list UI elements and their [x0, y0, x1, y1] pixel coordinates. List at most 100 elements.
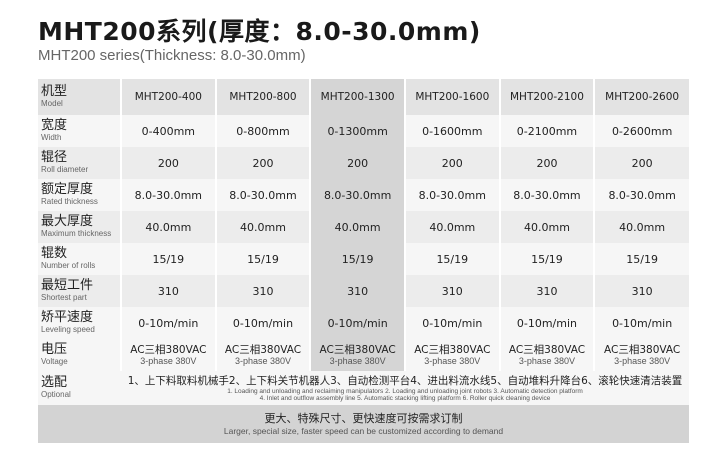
- voltage-cn: AC三相380VAC: [604, 344, 681, 356]
- value-cell: 40.0mm: [214, 211, 311, 243]
- model-cell: MHT200-2600: [593, 79, 689, 115]
- row-label: 最大厚度 Maximum thickness: [38, 211, 121, 243]
- table-row: 最短工件 Shortest part 310 310 310 310 310 310: [38, 275, 689, 307]
- value-cell: 0-800mm: [214, 115, 311, 147]
- voltage-cn: AC三相380VAC: [224, 344, 302, 356]
- row-label: 最短工件 Shortest part: [38, 275, 121, 307]
- voltage-cell: AC三相380VAC 3-phase 380V: [214, 339, 311, 371]
- model-cell: MHT200-2100: [498, 79, 595, 115]
- value-cell: 8.0-30.0mm: [120, 179, 216, 211]
- optional-row: 选配 Optional 1、上下料取料机械手2、上下料关节机器人3、自动检测平台4…: [38, 371, 689, 405]
- label-cn: 机型: [41, 84, 68, 99]
- label-cn: 额定厚度: [41, 182, 94, 197]
- table-row: 额定厚度 Rated thickness 8.0-30.0mm 8.0-30.0mm 8…: [38, 179, 689, 211]
- value-cell: 15/19: [498, 243, 595, 275]
- value-cell: 0-2100mm: [498, 115, 595, 147]
- optional-cell: 1、上下料取料机械手2、上下料关节机器人3、自动检测平台4、进出料流水线5、自动…: [121, 371, 689, 405]
- voltage-cell: AC三相380VAC 3-phase 380V: [403, 339, 500, 371]
- voltage-cell: AC三相380VAC 3-phase 380V: [120, 339, 216, 371]
- row-label: 辊数 Number of rolls: [38, 243, 121, 275]
- label-cn: 选配: [41, 375, 68, 390]
- footer-row: 更大、特殊尺寸、更快速度可按需求订制 Larger, special size, …: [38, 405, 689, 443]
- value-cell: 200: [309, 147, 405, 179]
- model-cell: MHT200-1300: [309, 79, 405, 115]
- value-cell: 0-10m/min: [403, 307, 500, 339]
- value-cell: 40.0mm: [498, 211, 595, 243]
- value-cell: 0-400mm: [120, 115, 216, 147]
- table-row: 辊径 Roll diameter 200 200 200 200 200 200: [38, 147, 689, 179]
- table-row: 矫平速度 Leveling speed 0-10m/min 0-10m/min 0-10…: [38, 307, 689, 339]
- voltage-cn: AC三相380VAC: [130, 344, 207, 356]
- label-cn: 电压: [41, 342, 68, 357]
- label-cn: 矫平速度: [41, 310, 94, 325]
- label-en: Rated thickness: [41, 197, 98, 206]
- row-label: 额定厚度 Rated thickness: [38, 179, 121, 211]
- value-cell: 0-1600mm: [403, 115, 500, 147]
- spec-table: 机型 Model MHT200-400 MHT200-800 MHT200-130…: [38, 79, 689, 443]
- voltage-en: 3-phase 380V: [234, 356, 291, 366]
- value-cell: 200: [498, 147, 595, 179]
- value-cell: 15/19: [593, 243, 689, 275]
- voltage-en: 3-phase 380V: [518, 356, 575, 366]
- optional-text-cn: 1、上下料取料机械手2、上下料关节机器人3、自动检测平台4、进出料流水线5、自动…: [127, 374, 683, 387]
- label-cn: 辊数: [41, 246, 68, 261]
- value-cell: 0-10m/min: [498, 307, 595, 339]
- table-row: 最大厚度 Maximum thickness 40.0mm 40.0mm 40.0mm 4…: [38, 211, 689, 243]
- label-cn: 最大厚度: [41, 214, 94, 229]
- row-label: 宽度 Width: [38, 115, 121, 147]
- value-cell: 200: [120, 147, 216, 179]
- value-cell: 310: [309, 275, 405, 307]
- value-cell: 0-10m/min: [309, 307, 405, 339]
- label-en: Maximum thickness: [41, 229, 112, 238]
- label-en: Voltage: [41, 357, 68, 366]
- row-label: 辊径 Roll diameter: [38, 147, 121, 179]
- value-cell: 200: [403, 147, 500, 179]
- optional-text-en-2: 4. Inlet and outflow assembly line 5. Au…: [259, 394, 551, 402]
- voltage-cell: AC三相380VAC 3-phase 380V: [498, 339, 595, 371]
- label-en: Optional: [41, 390, 71, 399]
- label-en: Model: [41, 99, 63, 108]
- voltage-en: 3-phase 380V: [424, 356, 481, 366]
- value-cell: 8.0-30.0mm: [309, 179, 405, 211]
- label-en: Roll diameter: [41, 165, 89, 174]
- label-en: Leveling speed: [41, 325, 95, 334]
- footer-text-en: Larger, special size, faster speed can b…: [223, 425, 504, 436]
- value-cell: 8.0-30.0mm: [403, 179, 500, 211]
- table-row: 宽度 Width 0-400mm 0-800mm 0-1300mm 0-1600mm 0-2…: [38, 115, 689, 147]
- value-cell: 200: [593, 147, 689, 179]
- label-en: Number of rolls: [41, 261, 96, 270]
- label-cn: 辊径: [41, 150, 68, 165]
- row-label: 选配 Optional: [38, 371, 121, 405]
- value-cell: 40.0mm: [593, 211, 689, 243]
- voltage-en: 3-phase 380V: [140, 356, 197, 366]
- model-cell: MHT200-800: [214, 79, 311, 115]
- footer-cell: 更大、特殊尺寸、更快速度可按需求订制 Larger, special size, …: [38, 405, 689, 443]
- value-cell: 0-10m/min: [593, 307, 689, 339]
- value-cell: 15/19: [120, 243, 216, 275]
- value-cell: 310: [214, 275, 311, 307]
- voltage-cell: AC三相380VAC 3-phase 380V: [593, 339, 689, 371]
- model-cell: MHT200-1600: [403, 79, 500, 115]
- row-label: 机型 Model: [38, 79, 121, 115]
- value-cell: 310: [498, 275, 595, 307]
- row-label: 矫平速度 Leveling speed: [38, 307, 121, 339]
- value-cell: 15/19: [403, 243, 500, 275]
- voltage-en: 3-phase 380V: [614, 356, 671, 366]
- header-row: 机型 Model MHT200-400 MHT200-800 MHT200-130…: [38, 79, 689, 115]
- optional-text-en-1: 1. Loading and unloading and reclaiming …: [227, 387, 583, 395]
- value-cell: 310: [403, 275, 500, 307]
- value-cell: 40.0mm: [403, 211, 500, 243]
- label-en: Width: [41, 133, 62, 142]
- label-en: Shortest part: [41, 293, 87, 302]
- value-cell: 15/19: [214, 243, 311, 275]
- voltage-cn: AC三相380VAC: [319, 344, 396, 356]
- voltage-en: 3-phase 380V: [329, 356, 386, 366]
- value-cell: 40.0mm: [120, 211, 216, 243]
- footer-text-cn: 更大、特殊尺寸、更快速度可按需求订制: [264, 411, 463, 425]
- page-subtitle: MHT200 series(Thickness: 8.0-30.0mm): [38, 47, 306, 64]
- row-label: 电压 Voltage: [38, 339, 121, 371]
- label-cn: 最短工件: [41, 278, 94, 293]
- voltage-cell: AC三相380VAC 3-phase 380V: [309, 339, 405, 371]
- value-cell: 310: [593, 275, 689, 307]
- value-cell: 0-10m/min: [120, 307, 216, 339]
